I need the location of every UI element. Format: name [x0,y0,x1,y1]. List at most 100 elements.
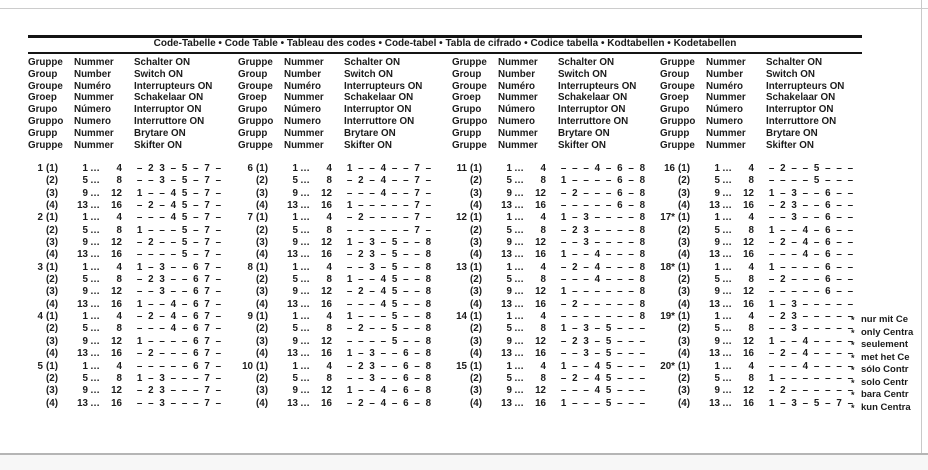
code-cell: 5 [391,311,398,323]
header-group-label: Groep [660,92,689,104]
code-cell: – [215,274,222,286]
range-end: 8 [326,175,332,187]
code-cell: 6 [403,397,409,409]
group-subrow-label: (2) [470,323,482,335]
group-subrow-label: (4) [470,397,482,409]
range-ellipsis-icon: … [300,286,310,298]
footnote-asterisk-icon: * [851,377,855,388]
code-cell: – [594,397,601,409]
code-cell: 5 [605,335,612,347]
group-number [660,286,675,298]
range-end: 4 [540,163,546,174]
header-language-row: Groep Nummer Schakelaar ON [660,92,866,104]
group-subrow-label: (1) [46,261,58,273]
range-ellipsis-icon: … [90,249,100,261]
code-cell: – [583,249,589,261]
code-cell: – [617,298,623,310]
code-cell: – [414,385,420,397]
code-cell: 5 [181,163,188,174]
range-ellipsis-icon: … [722,175,732,187]
range-start: 9 [506,385,512,397]
range-ellipsis-icon: … [722,163,732,174]
range-end: 16 [111,397,122,409]
range-ellipsis-icon: … [90,348,100,360]
group-subrow-label: (1) [256,311,268,323]
code-cell: – [346,224,353,236]
code-cell: 6 [193,348,199,360]
code-cell: – [391,212,398,224]
footnote-asterisk-icon: * [851,390,855,401]
range-start: 13 [709,397,720,409]
range-start: 1 [292,163,298,174]
code-cell: – [802,187,809,199]
code-cell: 3 [159,175,165,187]
code-cells: – – –4 5–7– [134,212,224,224]
code-cell: – [825,360,831,372]
range-ellipsis-icon: … [514,348,524,360]
range-end: 12 [743,385,754,397]
group-number [238,385,253,397]
code-cells: – – –4–6–8 [558,163,648,175]
header-language-row: Grupo Número Interruptor ON [238,104,444,116]
code-cell: 7 [204,261,210,273]
range-start: 13 [287,249,298,261]
group-number [660,373,675,385]
range-end: 16 [535,397,546,409]
range-ellipsis-icon: … [90,212,100,224]
code-cell: 3 [791,323,797,335]
code-cell: – [628,249,634,261]
code-cell: – [170,360,177,372]
code-cell: – [215,249,222,261]
code-cells: –2– – – –7– [344,212,434,224]
header-group: Gruppe Nummer Schalter ON Group Number Switch… [28,57,234,151]
code-cell: 1 [136,261,143,273]
code-cell: – [560,385,567,397]
code-cell: 7 [204,200,210,212]
group-subrow-label: (2) [46,175,58,187]
range-end: 8 [116,274,122,286]
code-cell: – [215,286,222,298]
range-end: 4 [748,163,754,174]
group-number: 1 [37,163,43,174]
table-row: 2 (1) 1… 4– – –4 5–7– [28,212,224,224]
range-ellipsis-icon: … [300,187,310,199]
code-cell: 5 [605,397,612,409]
code-cell: – [813,298,820,310]
range-end: 12 [743,286,754,298]
code-cell: – [148,360,154,372]
code-cell: – [560,348,567,360]
code-cell: – [605,175,612,187]
code-cell: 7 [204,360,210,372]
header-switch-label: Interruptor ON [344,104,412,116]
code-cell: – [403,187,409,199]
code-cells: – – –4– –7– [344,188,434,200]
range-ellipsis-icon: … [300,397,310,409]
range-ellipsis-icon: … [90,224,100,236]
code-cell: – [181,311,188,323]
range-start: 13 [287,298,298,310]
code-cells: 1–3–5–7– [766,398,856,410]
range-start: 9 [82,335,88,347]
code-cell: – [813,274,820,286]
code-cell: – [836,286,842,298]
table-row: (4) 13… 16– – –4 5– –8 [238,299,434,311]
group-number [28,348,43,360]
code-cell: – [813,261,820,273]
range-start: 1 [292,360,298,372]
code-cell: 2 [780,163,786,174]
code-cell: 5 [391,286,398,298]
code-cell: – [825,397,831,409]
code-cell: 8 [639,274,646,286]
code-cell: 7 [414,163,420,174]
code-cell: – [813,385,820,397]
range-ellipsis-icon: … [722,261,732,273]
group-subrow-label: (2) [470,274,482,286]
group-subrow-label: (3) [470,237,482,249]
range-end: 8 [326,224,332,236]
code-cell: – [780,360,786,372]
header-group-label: Grupp [238,127,268,139]
header-number-label: Nummer [706,57,746,68]
code-cell: – [594,286,601,298]
group-subrow-label: (4) [678,200,690,212]
table-row: 3 (1) 1… 4 1–3– –6 7– [28,262,224,274]
